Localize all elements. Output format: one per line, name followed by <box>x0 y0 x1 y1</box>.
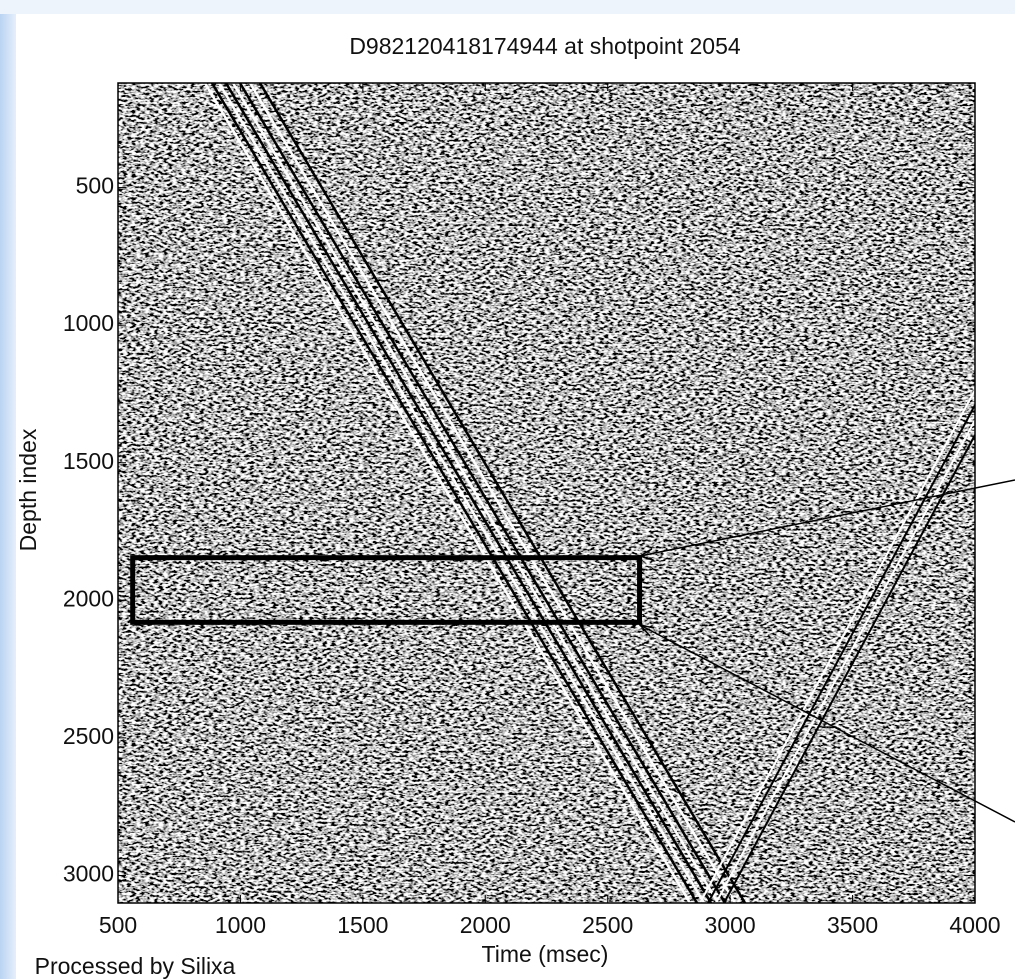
x-tick-label: 4000 <box>949 912 1000 938</box>
x-tick-label: 2500 <box>582 912 633 938</box>
plot-frame <box>117 82 976 904</box>
slide-edge <box>0 0 16 979</box>
x-tick-label: 1500 <box>337 912 388 938</box>
y-tick-label: 2500 <box>63 723 114 749</box>
y-axis-label: Depth index <box>15 428 41 551</box>
x-tick-label: 3500 <box>827 912 878 938</box>
highlight-box <box>130 555 643 625</box>
y-tick-label: 2000 <box>63 585 114 611</box>
y-tick-label: 1500 <box>63 448 114 474</box>
y-tick-label: 1000 <box>63 310 114 336</box>
first-arrival <box>203 83 747 903</box>
y-tick-label: 3000 <box>63 861 114 887</box>
x-tick-label: 500 <box>99 912 137 938</box>
chart-title: D982120418174944 at shotpoint 2054 <box>349 33 741 59</box>
seismic-noise <box>118 83 975 903</box>
slide-top <box>0 0 1015 14</box>
x-axis-label: Time (msec) <box>482 941 609 967</box>
reflection <box>699 389 975 903</box>
seismic-image <box>118 83 975 903</box>
footer-note: Processed by Silixa <box>35 953 236 979</box>
x-tick-label: 3000 <box>705 912 756 938</box>
y-tick-label: 500 <box>76 173 114 199</box>
x-tick-label: 2000 <box>460 912 511 938</box>
x-tick-label: 1000 <box>215 912 266 938</box>
